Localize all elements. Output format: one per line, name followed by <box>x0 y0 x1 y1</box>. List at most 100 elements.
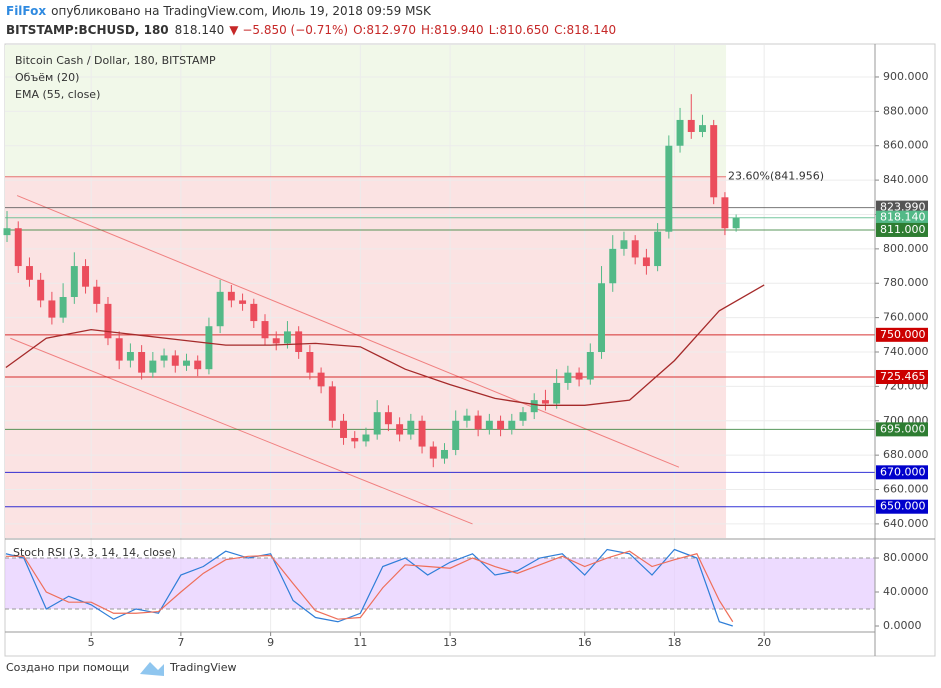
candle-body <box>710 125 718 198</box>
plot: 640.000660.000680.000700.000720.000740.0… <box>3 45 929 649</box>
candle-body <box>171 355 179 366</box>
candle-body <box>441 449 448 459</box>
candle-body <box>340 420 348 438</box>
candle-body <box>351 437 359 442</box>
candle-body <box>250 303 258 322</box>
symbol: BITSTAMP:BCHUSD, 180 <box>6 23 169 37</box>
ohlc: H:819.940 <box>421 23 484 37</box>
candle-body <box>474 415 482 430</box>
candle-body <box>407 420 415 435</box>
candle-body <box>564 372 572 383</box>
stoch-band <box>5 558 875 610</box>
ohlc: O:812.970 <box>353 23 416 37</box>
candle-body <box>25 266 33 280</box>
candle-body <box>642 257 650 267</box>
ema-line <box>5 284 765 406</box>
candle-body <box>553 382 561 404</box>
candle-body <box>283 331 291 344</box>
candle-body <box>598 283 606 353</box>
y-tick-label: 900.000 <box>883 70 929 83</box>
volume-label: Объём (20) <box>15 71 79 84</box>
candle-body <box>194 360 202 370</box>
y-tick-label: 800.000 <box>883 242 929 255</box>
candle-body <box>227 291 235 301</box>
fib-zone-lower <box>5 176 727 538</box>
candle-body <box>508 420 516 430</box>
price-label-bg <box>876 499 928 514</box>
footer-text: Создано при помощи <box>6 661 129 674</box>
candle-body <box>373 412 381 435</box>
ohlc: L:810.650 <box>489 23 549 37</box>
x-tick-label: 5 <box>88 636 95 649</box>
y-tick-label: 880.000 <box>883 104 929 117</box>
y-tick-label: 40.0000 <box>883 585 929 598</box>
candle-body <box>37 279 45 301</box>
candle-body <box>519 412 527 421</box>
chart-title: Bitcoin Cash / Dollar, 180, BITSTAMP <box>15 54 216 67</box>
x-tick-label: 20 <box>757 636 771 649</box>
candle-body <box>586 352 594 380</box>
y-tick-label: 740.000 <box>883 345 929 358</box>
x-tick-label: 13 <box>443 636 457 649</box>
candle-body <box>138 352 146 373</box>
candle-body <box>620 240 628 249</box>
x-tick-label: 7 <box>177 636 184 649</box>
logo <box>140 662 164 676</box>
y-tick-label: 0.0000 <box>883 619 922 632</box>
price-label: 818.140 <box>880 211 926 224</box>
candle-body <box>429 446 437 459</box>
header-line-2: BITSTAMP:BCHUSD, 180 818.140 ▼ −5.850 (−0.… <box>6 23 616 37</box>
candle-body <box>541 400 549 404</box>
candle-body <box>205 326 213 370</box>
candle-body <box>328 386 336 421</box>
candle-body <box>687 119 695 132</box>
y-tick-label: 640.000 <box>883 517 929 530</box>
candle-body <box>14 228 22 267</box>
candle-body <box>396 424 404 435</box>
price-label-bg <box>876 465 928 480</box>
price-label: 725.465 <box>880 370 926 383</box>
ohlc: C:818.140 <box>554 23 616 37</box>
y-tick-label: 680.000 <box>883 448 929 461</box>
candle-body <box>676 119 684 146</box>
fib-label: 23.60%(841.956) <box>728 170 824 183</box>
candle-body <box>463 415 471 421</box>
candle-body <box>497 420 505 430</box>
y-tick-label: 80.0000 <box>883 551 929 564</box>
candle-body <box>530 400 538 413</box>
publisher: FilFox <box>6 4 46 18</box>
candle-body <box>384 412 392 425</box>
price-label-bg <box>876 422 928 437</box>
price-label: 750.000 <box>880 328 926 341</box>
candle-body <box>575 372 583 380</box>
published: опубликовано на TradingView.com, Июль 19… <box>51 4 432 18</box>
candle-body <box>93 286 101 304</box>
candle-body <box>631 240 639 258</box>
stoch-line <box>5 548 733 627</box>
candle-body <box>115 338 123 361</box>
candle-body <box>82 266 90 287</box>
candle-body <box>183 360 190 366</box>
x-tick-label: 18 <box>667 636 681 649</box>
candle-body <box>160 355 168 361</box>
header-line-1: FilFox опубликовано на TradingView.com, И… <box>6 4 432 18</box>
candle-body <box>732 217 740 229</box>
y-tick-label: 780.000 <box>883 276 929 289</box>
price-label-bg <box>876 327 928 342</box>
change: ▼ −5.850 (−0.71%) <box>229 23 348 37</box>
trendline <box>16 195 680 468</box>
candle-body <box>609 248 617 284</box>
footer-brand[interactable]: TradingView <box>169 661 236 674</box>
x-tick-label: 16 <box>578 636 592 649</box>
price-label: 695.000 <box>880 422 926 435</box>
y-tick-label: 660.000 <box>883 483 929 496</box>
candle-body <box>452 420 460 450</box>
candle-body <box>216 291 224 327</box>
x-tick-label: 9 <box>267 636 274 649</box>
price-label-bg <box>876 222 928 237</box>
ema-label: EMA (55, close) <box>15 88 100 101</box>
candle-body <box>306 352 314 373</box>
stoch-line <box>5 550 734 623</box>
price-label: 823.990 <box>880 201 926 214</box>
